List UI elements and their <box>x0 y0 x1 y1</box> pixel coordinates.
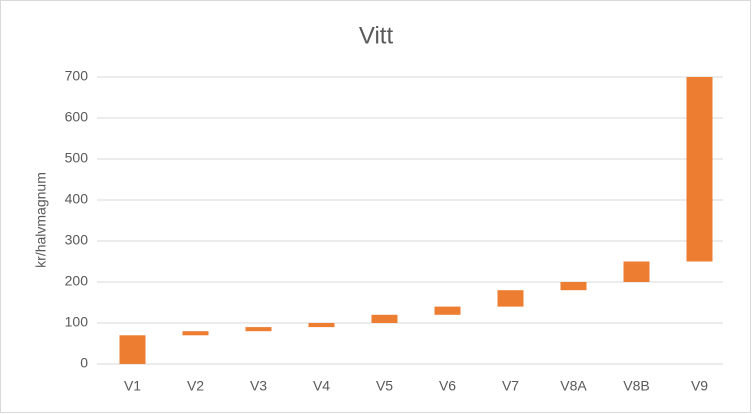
x-tick-label: V2 <box>187 378 204 394</box>
y-tick-label: 700 <box>65 68 89 84</box>
y-tick-label: 600 <box>65 109 89 125</box>
x-tick-label: V9 <box>691 378 708 394</box>
bar <box>182 331 209 336</box>
x-tick-label: V6 <box>439 378 456 394</box>
bar <box>434 306 461 315</box>
x-tick-label: V1 <box>124 378 141 394</box>
y-tick-label: 400 <box>65 191 89 207</box>
bar <box>623 261 650 282</box>
x-tick-label: V4 <box>313 378 330 394</box>
x-tick-label: V8A <box>560 378 587 394</box>
y-tick-label: 500 <box>65 150 89 166</box>
bar <box>119 335 146 364</box>
x-tick-label: V3 <box>250 378 267 394</box>
bar <box>308 323 335 328</box>
bar <box>560 282 587 291</box>
bar <box>686 77 713 262</box>
x-tick-label: V5 <box>376 378 393 394</box>
y-tick-label: 0 <box>80 355 88 371</box>
y-tick-label: 200 <box>65 273 89 289</box>
x-tick-label: V8B <box>623 378 649 394</box>
x-tick-label: V7 <box>502 378 519 394</box>
bar <box>245 327 272 332</box>
y-tick-label: 100 <box>65 314 89 330</box>
bar <box>371 314 398 323</box>
y-axis-label: kr/halvmagnum <box>33 172 49 268</box>
y-tick-label: 300 <box>65 232 89 248</box>
bar <box>497 290 524 307</box>
chart-title: Vitt <box>359 22 394 49</box>
